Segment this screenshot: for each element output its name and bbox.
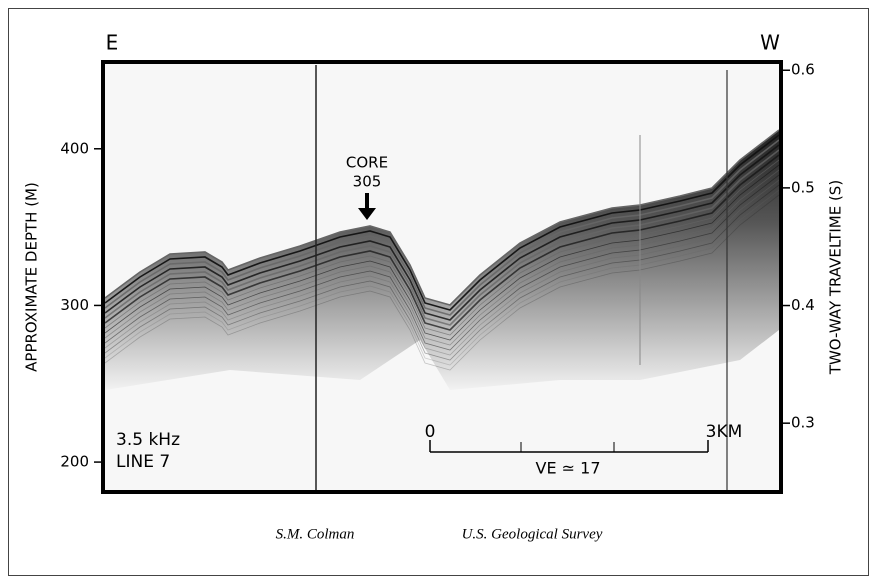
tick-label: 300 [60,296,89,314]
info-label: LINE 7 [116,452,170,472]
scale-end: 3KM [706,422,743,442]
reflector [104,154,780,331]
reflector [104,129,780,306]
scale-note: VE ≃ 17 [536,459,601,478]
tick-label: 200 [60,453,89,471]
reflector [104,164,780,341]
reflector [104,189,780,366]
tick-label: 0.4 [791,296,815,314]
tick-label: 0.5 [791,178,815,196]
agency-credit: U.S. Geological Survey [462,526,603,542]
reflector [104,169,780,346]
tick-label: 0.6 [791,61,815,79]
reflector [104,174,780,351]
west-label: W [760,31,780,55]
scale-start: 0 [425,422,436,442]
left-axis-label: APPROXIMATE DEPTH (M) [23,182,41,372]
seismic-profile [104,129,780,390]
reflector [104,194,780,371]
reflector [104,184,780,361]
east-label: E [106,31,119,55]
reflector [104,159,780,336]
core-arrow [358,193,376,220]
record-frame [101,60,783,494]
tick-label: 400 [60,139,89,157]
tick-label: 0.3 [791,414,815,432]
scale-bar [429,440,709,453]
reflector [104,149,780,326]
author-credit: S.M. Colman [276,526,355,542]
reflector [104,134,780,311]
reflector [104,139,780,316]
core-label: 305 [353,173,382,191]
sediment-body [105,130,779,390]
reflector [104,144,780,321]
right-axis-label: TWO-WAY TRAVELTIME (S) [827,180,845,375]
reflector [104,179,780,356]
info-label: 3.5 kHz [116,430,180,450]
core-label: CORE [346,154,388,172]
